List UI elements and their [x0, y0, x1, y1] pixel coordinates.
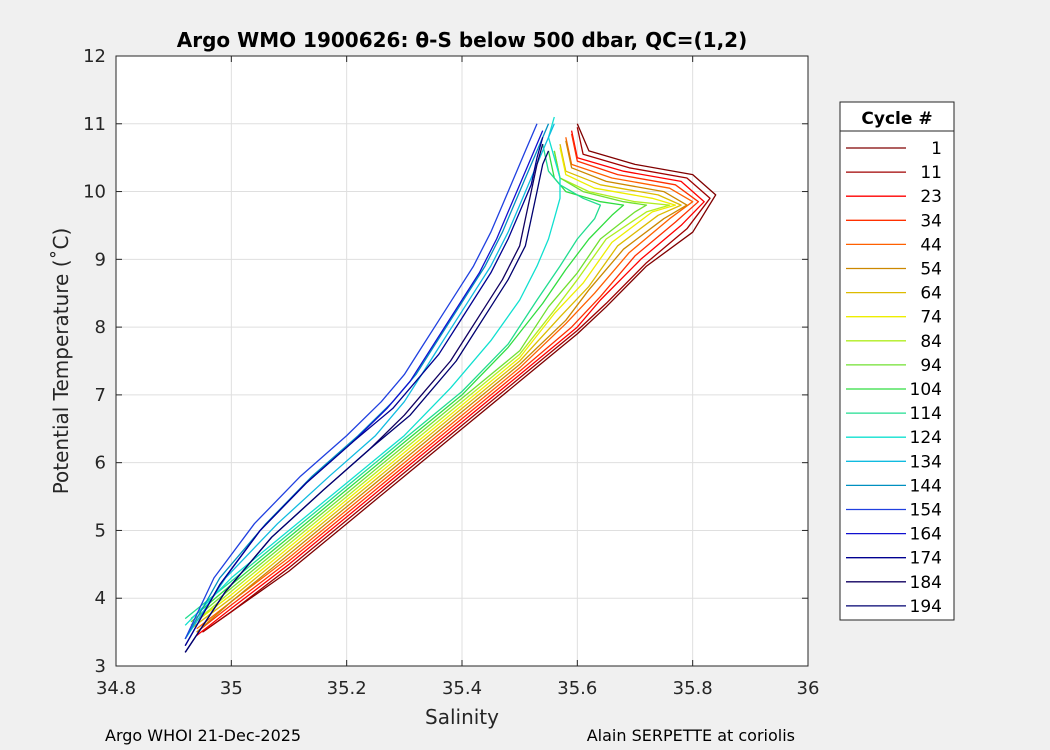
series-line-cycle-194: [184, 150, 550, 653]
legend-label-154: 154: [910, 501, 942, 521]
series-line-cycle-134: [184, 123, 555, 640]
chart-title: Argo WMO 1900626: θ-S below 500 dbar, QC…: [177, 28, 747, 52]
footer-left: Argo WHOI 21-Dec-2025: [105, 726, 301, 745]
x-tick-label: 34.8: [96, 678, 136, 699]
y-tick-label: 10: [83, 182, 106, 203]
legend-label-94: 94: [920, 356, 942, 376]
legend-label-34: 34: [920, 211, 942, 231]
legend-label-144: 144: [910, 476, 942, 496]
legend-label-114: 114: [910, 404, 942, 424]
legend-label-84: 84: [920, 332, 942, 352]
series-line-cycle-44: [196, 137, 694, 630]
y-tick-label: 12: [83, 46, 106, 67]
legend-label-11: 11: [920, 163, 942, 183]
series-line-cycle-23: [196, 130, 705, 637]
legend-title: Cycle #: [861, 109, 932, 129]
y-tick-label: 3: [95, 656, 106, 677]
y-tick-label: 4: [95, 588, 106, 609]
legend-label-44: 44: [920, 235, 942, 255]
legend-label-164: 164: [910, 525, 942, 545]
x-tick-label: 35.4: [442, 678, 482, 699]
legend-label-104: 104: [910, 380, 942, 400]
series-line-cycle-74: [190, 147, 677, 626]
series-line-cycle-94: [190, 150, 648, 623]
y-tick-label: 9: [95, 249, 106, 270]
series-layer: [184, 116, 717, 653]
x-tick-label: 35: [220, 678, 243, 699]
legend-label-194: 194: [910, 597, 942, 617]
series-line-cycle-104: [190, 150, 625, 620]
y-tick-label: 6: [95, 453, 106, 474]
ticks: 34.8 35 35.2 35.4 35.6 35.8 36 3 4 5 6 7 8 9 10 11 12: [83, 46, 819, 699]
legend-label-23: 23: [920, 187, 942, 207]
legend-label-54: 54: [920, 260, 942, 280]
y-tick-label: 5: [95, 520, 106, 541]
legend-label-134: 134: [910, 452, 942, 472]
legend: Cycle # 11123344454647484941041141241341…: [839, 101, 955, 621]
y-tick-label: 7: [95, 385, 106, 406]
y-tick-label: 8: [95, 317, 106, 338]
x-tick-label: 35.2: [327, 678, 367, 699]
legend-label-64: 64: [920, 284, 942, 304]
plot-area: 34.8 35 35.2 35.4 35.6 35.8 36 3 4 5 6 7 8 9 10 11 12: [83, 46, 819, 699]
x-tick-label: 35.8: [673, 678, 713, 699]
x-axis-label: Salinity: [425, 705, 499, 729]
series-line-cycle-124: [184, 116, 561, 626]
legend-label-1: 1: [931, 139, 942, 159]
legend-label-174: 174: [910, 549, 942, 569]
series-line-cycle-174: [184, 137, 544, 647]
series-line-cycle-11: [202, 127, 711, 633]
y-tick-label: 11: [83, 114, 106, 135]
series-line-cycle-34: [196, 133, 700, 633]
series-line-cycle-114: [184, 143, 602, 620]
series-line-cycle-1: [202, 123, 717, 633]
x-tick-label: 36: [797, 678, 820, 699]
series-line-cycle-54: [196, 140, 688, 633]
legend-label-184: 184: [910, 573, 942, 593]
legend-label-124: 124: [910, 428, 942, 448]
y-axis-label: Potential Temperature (˚C): [49, 228, 73, 495]
x-tick-label: 35.6: [557, 678, 597, 699]
series-line-cycle-64: [190, 143, 682, 630]
footer-right: Alain SERPETTE at coriolis: [587, 726, 795, 745]
series-line-cycle-84: [190, 150, 671, 626]
series-line-cycle-154: [184, 123, 538, 640]
legend-label-74: 74: [920, 308, 942, 328]
legend-entries: 1112334445464748494104114124134144154164…: [846, 139, 942, 617]
